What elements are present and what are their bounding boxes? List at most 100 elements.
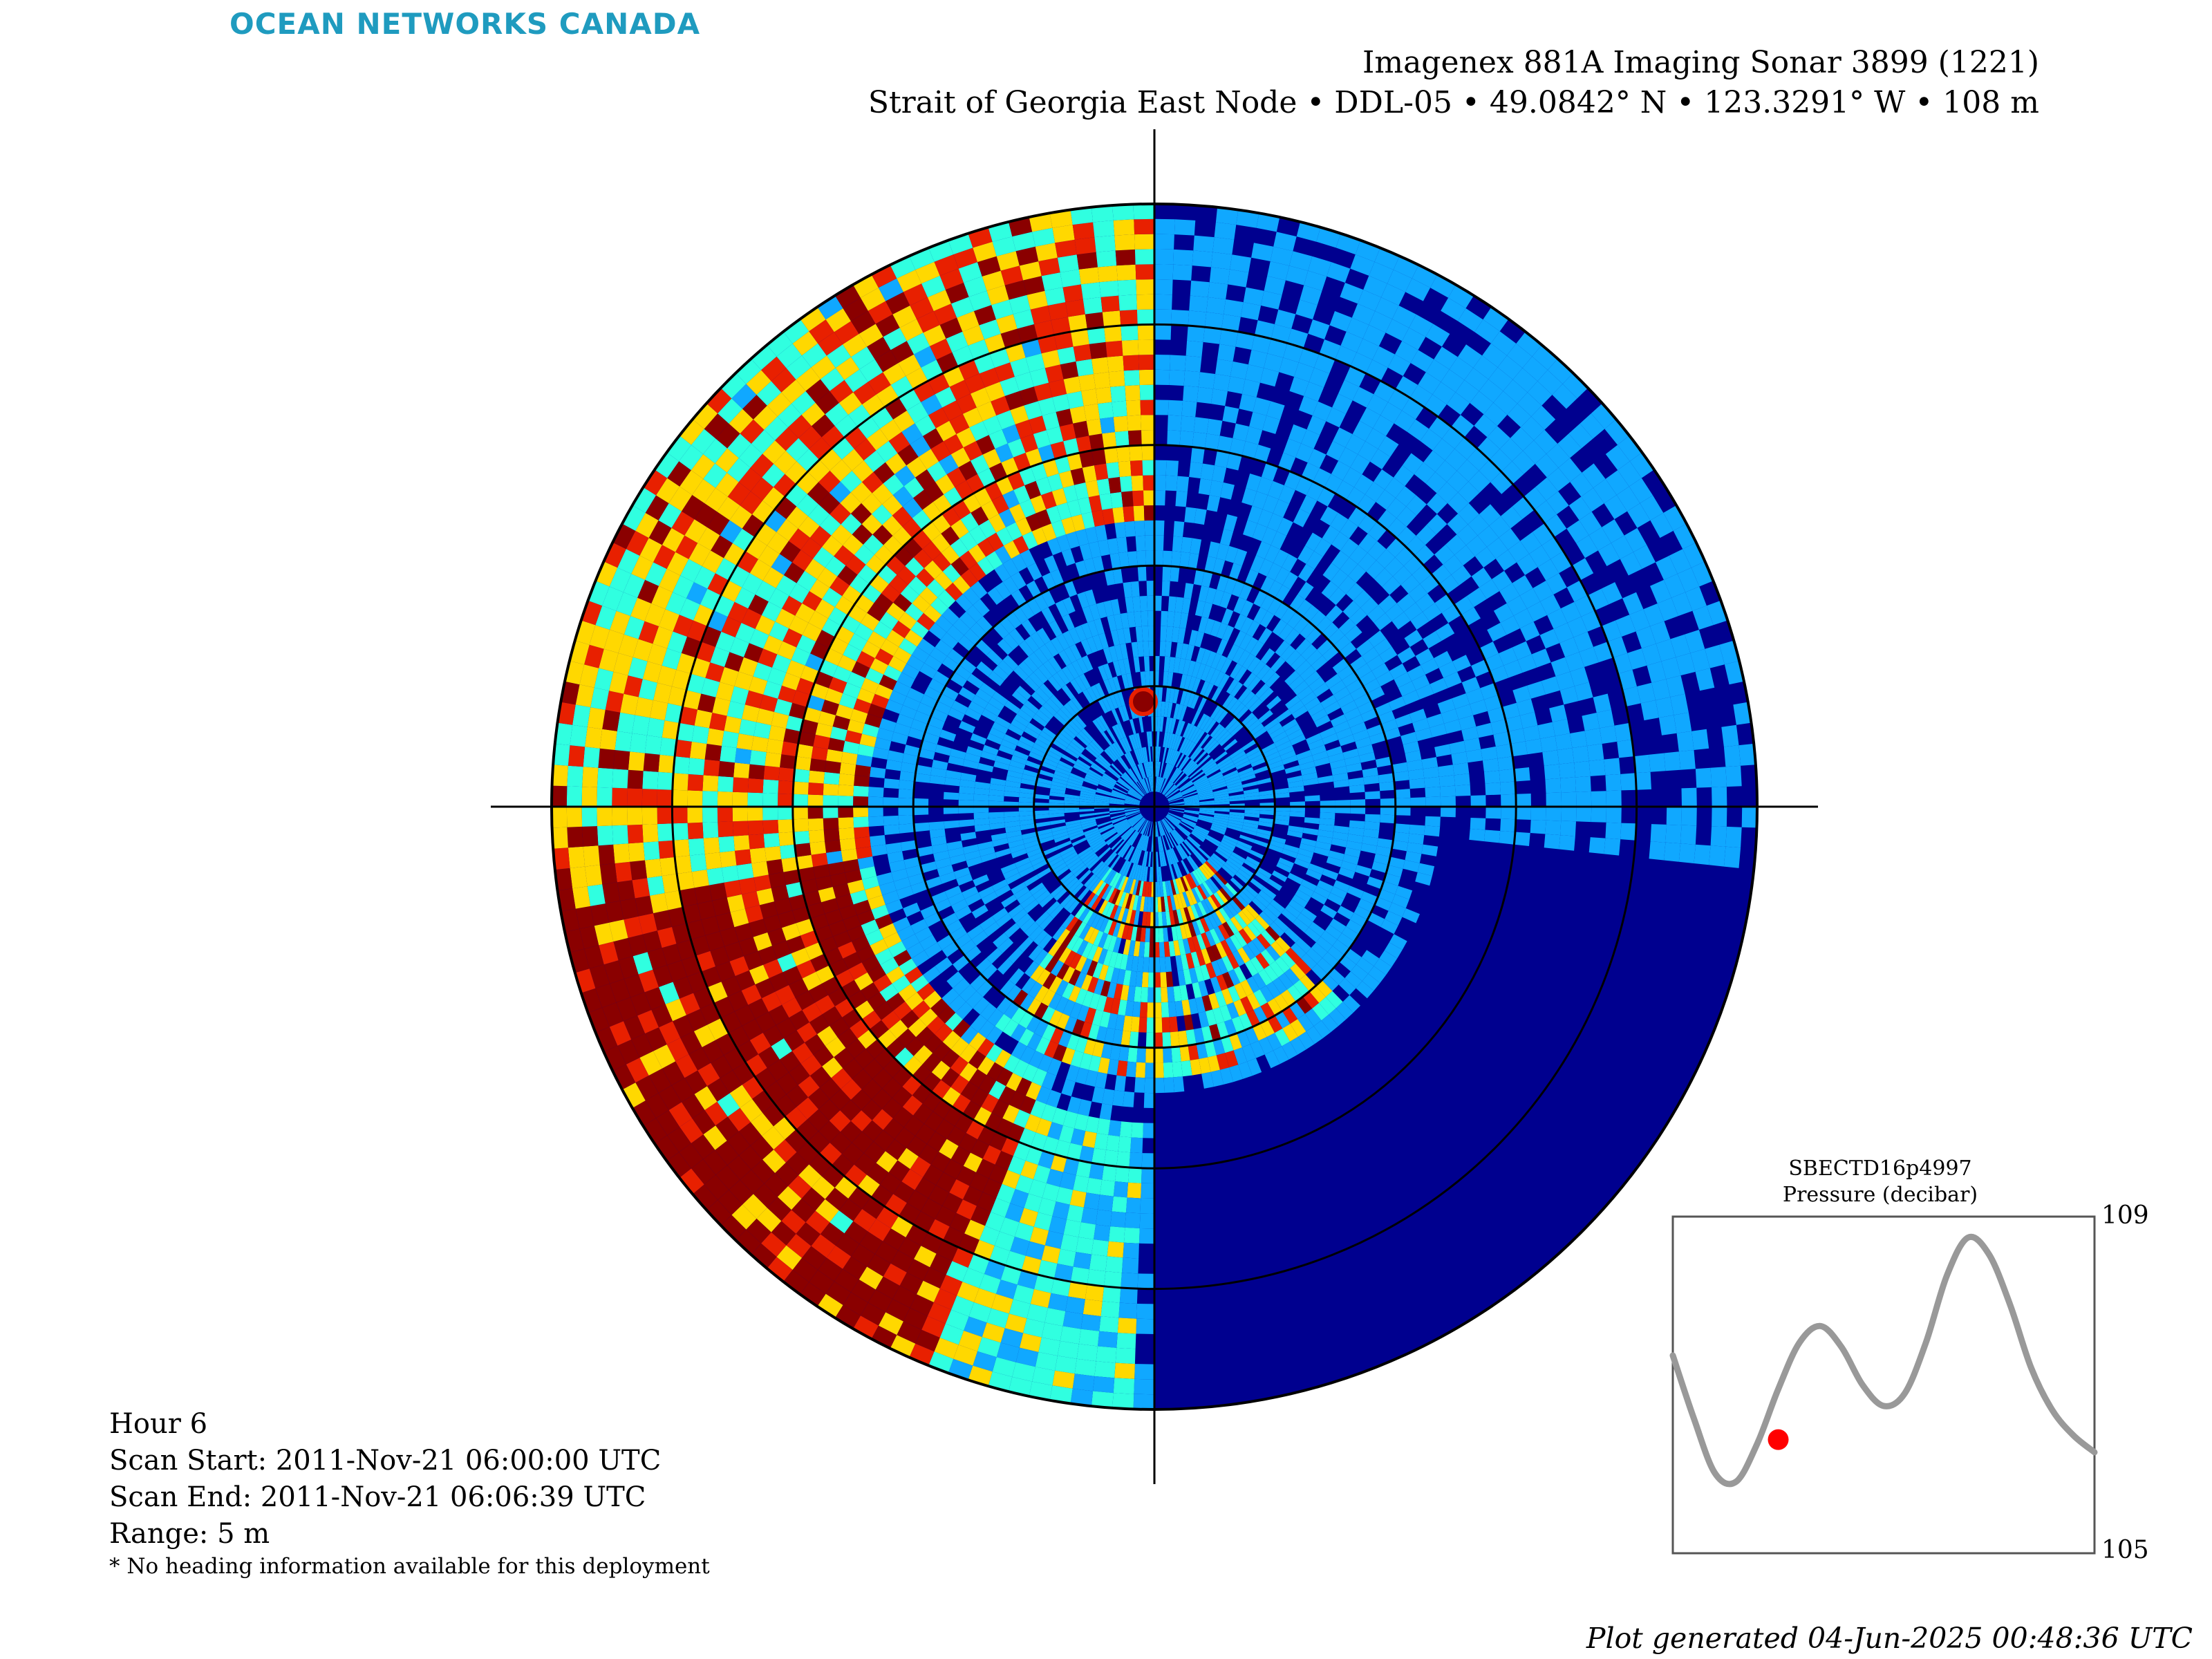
sonar-cell — [1501, 794, 1517, 807]
sonar-cell — [1691, 561, 1714, 587]
sonar-cell — [1393, 832, 1409, 843]
sonar-cell — [1454, 437, 1477, 460]
sonar-cell — [1294, 858, 1311, 869]
sonar-cell — [1244, 637, 1259, 654]
sonar-cell — [1432, 438, 1455, 460]
sonar-cell — [1363, 678, 1381, 694]
sonar-cell — [1258, 559, 1273, 577]
sonar-cell — [1285, 904, 1301, 919]
sonar-cell — [1222, 406, 1239, 424]
sonar-cell — [1181, 820, 1195, 828]
sonar-cell — [1407, 419, 1430, 441]
sonar-cell — [1271, 731, 1288, 743]
sonar-cell — [1250, 758, 1266, 767]
sonar-cell — [1256, 664, 1271, 680]
sonar-cell — [1179, 780, 1192, 790]
sonar-cell — [1500, 781, 1516, 795]
sonar-cell — [1468, 514, 1490, 536]
sonar-cell — [1324, 673, 1342, 689]
sonar-cell — [1228, 794, 1245, 799]
sonar-cell — [1218, 758, 1233, 769]
sonar-cell — [1213, 374, 1230, 391]
sonar-cell — [1235, 843, 1251, 853]
sonar-cell — [1312, 751, 1329, 761]
sonar-cell — [1633, 754, 1651, 774]
sonar-cell — [1154, 309, 1172, 325]
sonar-cell — [1299, 843, 1315, 853]
sonar-cell — [1547, 608, 1568, 629]
sonar-cell — [1350, 964, 1369, 982]
sonar-cell — [1337, 693, 1354, 708]
sonar-cell — [1417, 863, 1435, 877]
sonar-cell — [1280, 606, 1296, 624]
sonar-cell — [1624, 527, 1647, 552]
sonar-cell — [1352, 420, 1374, 442]
sonar-cell — [1208, 282, 1228, 299]
sonar-cell — [1177, 826, 1190, 837]
sonar-cell — [1376, 549, 1396, 568]
sonar-cell — [1163, 656, 1170, 672]
sonar-cell — [1285, 265, 1309, 285]
sonar-cell — [1362, 836, 1378, 846]
sonar-cell — [1210, 653, 1222, 669]
sonar-cell — [1293, 980, 1310, 997]
sonar-cell — [1300, 285, 1322, 306]
sonar-cell — [1403, 602, 1423, 621]
sonar-cell — [1468, 470, 1491, 493]
sonar-cell — [1375, 756, 1392, 768]
sonar-cell — [1241, 712, 1255, 727]
sonar-cell — [1230, 852, 1246, 863]
sonar-cell — [1335, 807, 1351, 814]
sonar-cell — [1329, 680, 1347, 695]
sonar-cell — [1340, 538, 1359, 558]
sonar-cell — [1184, 802, 1200, 805]
sonar-cell — [1205, 587, 1217, 604]
sonar-cell — [1264, 545, 1280, 563]
sonar-cell — [1167, 611, 1175, 627]
sonar-cell — [1181, 415, 1196, 432]
sonar-cell — [1257, 509, 1273, 527]
sonar-cell — [1154, 234, 1174, 250]
sonar-cell — [1470, 795, 1486, 807]
sonar-cell — [1637, 682, 1656, 704]
sonar-cell — [1273, 499, 1290, 518]
sonar-cell — [1199, 809, 1215, 814]
sonar-cell — [1333, 720, 1350, 733]
sonar-cell — [1300, 908, 1317, 922]
sonar-cell — [1155, 761, 1158, 777]
sonar-cell — [1197, 788, 1212, 794]
sonar-cell — [1249, 753, 1265, 764]
sonar-cell — [1315, 980, 1333, 997]
sonar-cell — [1552, 719, 1571, 736]
sonar-cell — [1332, 658, 1350, 674]
sonar-cell — [1320, 904, 1338, 919]
sonar-cell — [1172, 751, 1181, 767]
sonar-cell — [1358, 441, 1378, 462]
sonar-cell — [1277, 452, 1296, 471]
sonar-cell — [1317, 487, 1335, 507]
sonar-cell — [1219, 887, 1232, 902]
sonar-cell — [1193, 827, 1208, 837]
sonar-cell — [1311, 655, 1328, 671]
sonar-cell — [1254, 444, 1271, 463]
sonar-cell — [1326, 991, 1343, 1009]
sonar-cell — [1279, 357, 1299, 377]
sonar-cell — [1297, 581, 1314, 600]
sonar-cell — [1424, 394, 1447, 417]
sonar-cell — [1241, 907, 1255, 922]
sonar-cell — [1424, 825, 1441, 837]
sonar-cell — [1190, 447, 1205, 464]
sonar-cell — [1190, 727, 1200, 742]
sonar-cell — [1651, 679, 1671, 700]
sonar-cell — [1649, 841, 1666, 861]
sonar-cell — [1297, 912, 1313, 928]
sonar-cell — [1322, 952, 1340, 968]
sonar-cell — [1546, 467, 1571, 491]
sonar-cell — [1542, 750, 1559, 766]
sonar-cell — [1197, 754, 1210, 767]
sonar-cell — [1213, 791, 1229, 796]
sonar-cell — [1520, 621, 1540, 641]
sonar-cell — [1181, 818, 1197, 825]
sonar-cell — [1230, 361, 1248, 379]
sonar-cell — [1179, 705, 1188, 721]
